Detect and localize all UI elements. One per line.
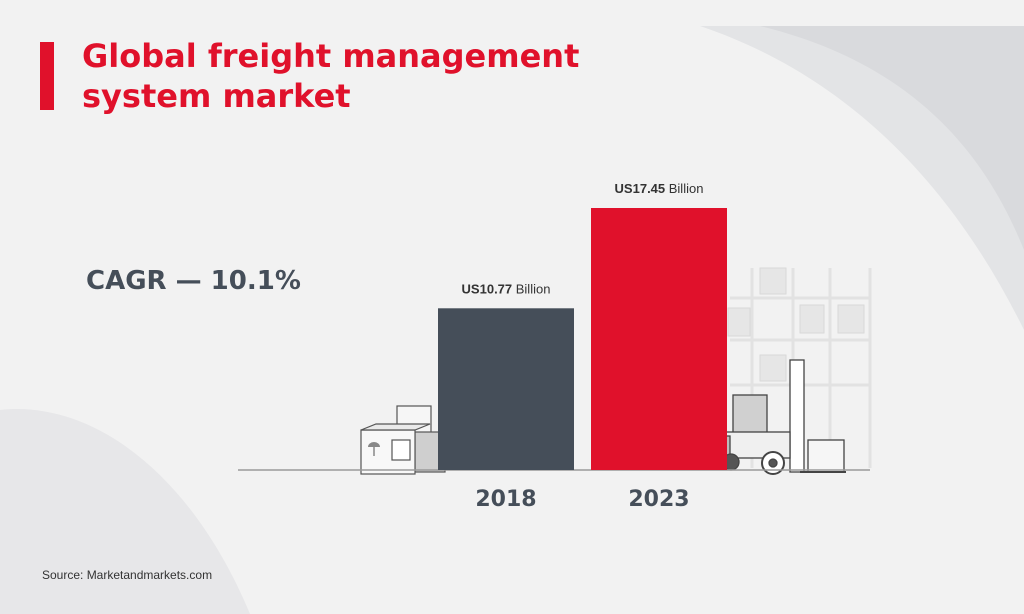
category-label-2018: 2018 [475,487,536,512]
title-accent-bar [40,42,54,110]
value-label-2023: US17.45 Billion [615,181,704,196]
title-line-1: Global freight management [82,37,580,75]
category-label-2023: 2023 [628,487,689,512]
cagr-label: CAGR — 10.1% [86,266,301,296]
source-note: Source: Marketandmarkets.com [42,568,213,582]
page-title: Global freight management system market [82,36,782,116]
bar-2018 [438,308,574,470]
bar-2023 [591,208,727,470]
value-label-2018: US10.77 Billion [462,281,551,296]
title-line-2: system market [82,77,351,115]
